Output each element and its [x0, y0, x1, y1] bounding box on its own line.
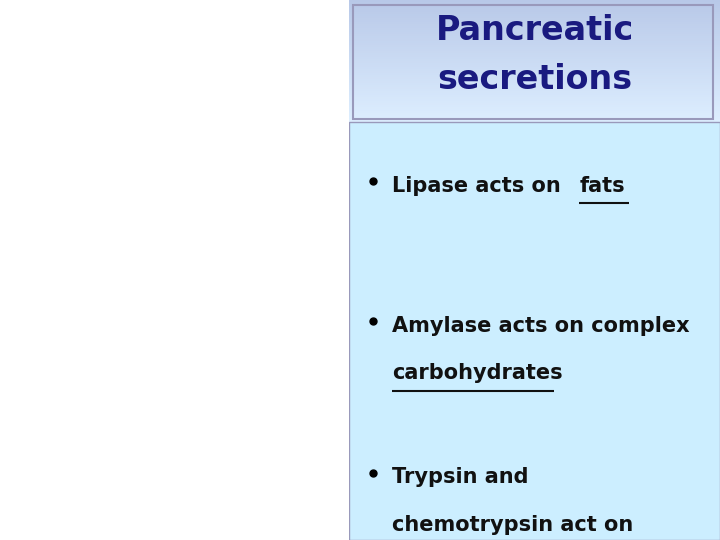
- Bar: [349, 117, 720, 119]
- Text: Pancreatic: Pancreatic: [436, 14, 634, 47]
- Bar: [349, 22, 720, 24]
- Bar: [349, 103, 720, 105]
- Bar: [349, 4, 720, 6]
- Text: secretions: secretions: [437, 64, 632, 97]
- Bar: [349, 36, 720, 38]
- Bar: [349, 107, 720, 109]
- Bar: [349, 32, 720, 35]
- Bar: [349, 93, 720, 95]
- Bar: [349, 8, 720, 10]
- Bar: [349, 65, 720, 67]
- Bar: [349, 116, 720, 117]
- Bar: [349, 14, 720, 16]
- Bar: [349, 59, 720, 60]
- Bar: [349, 40, 720, 43]
- Text: Amylase acts on complex: Amylase acts on complex: [392, 316, 690, 336]
- Bar: [349, 73, 720, 75]
- Bar: [349, 52, 720, 55]
- Text: chemotrypsin act on: chemotrypsin act on: [392, 515, 633, 535]
- Bar: [349, 105, 720, 107]
- Bar: [349, 63, 720, 65]
- Bar: [349, 43, 720, 45]
- Text: Trypsin and: Trypsin and: [392, 467, 528, 487]
- Text: carbohydrates: carbohydrates: [392, 363, 562, 383]
- Bar: [353, 5, 713, 119]
- Bar: [349, 79, 720, 81]
- Bar: [349, 85, 720, 87]
- Bar: [349, 16, 720, 18]
- Bar: [349, 30, 720, 32]
- Bar: [349, 20, 720, 22]
- Bar: [349, 55, 720, 57]
- Bar: [349, 109, 720, 111]
- Bar: [349, 10, 720, 12]
- Bar: [349, 12, 720, 14]
- Bar: [349, 26, 720, 28]
- Bar: [349, 24, 720, 26]
- Bar: [349, 95, 720, 97]
- Bar: [349, 18, 720, 20]
- Bar: [349, 102, 720, 103]
- Bar: [349, 67, 720, 69]
- Bar: [349, 75, 720, 77]
- Bar: [349, 49, 720, 51]
- Bar: [349, 0, 720, 2]
- Bar: [349, 44, 720, 46]
- Bar: [349, 46, 720, 49]
- Bar: [349, 87, 720, 89]
- Bar: [349, 89, 720, 91]
- Bar: [349, 38, 720, 40]
- Bar: [349, 122, 720, 540]
- Bar: [349, 113, 720, 116]
- Bar: [349, 91, 720, 93]
- Bar: [349, 35, 720, 36]
- Bar: [349, 81, 720, 83]
- Bar: [349, 83, 720, 85]
- Bar: [349, 119, 720, 122]
- Text: Lipase acts on: Lipase acts on: [392, 176, 568, 195]
- Bar: [349, 51, 720, 52]
- Bar: [349, 111, 720, 113]
- Bar: [349, 60, 720, 63]
- Bar: [349, 2, 720, 4]
- Bar: [349, 28, 720, 30]
- Bar: [349, 6, 720, 8]
- Text: fats: fats: [580, 176, 625, 195]
- Bar: [349, 71, 720, 73]
- Bar: [349, 97, 720, 99]
- Bar: [349, 99, 720, 102]
- Bar: [349, 77, 720, 79]
- Bar: [349, 57, 720, 59]
- Bar: [349, 69, 720, 71]
